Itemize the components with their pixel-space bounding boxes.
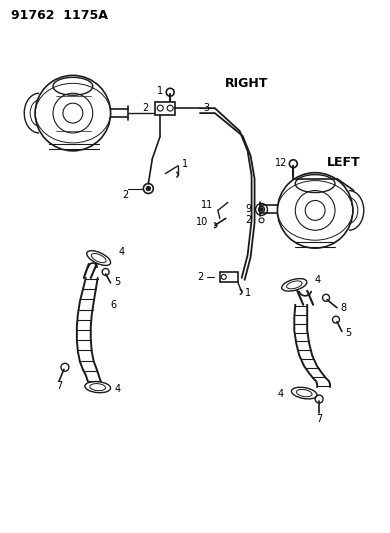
Bar	[220, 272, 238, 282]
Text: 1: 1	[182, 159, 188, 169]
Text: 5: 5	[345, 327, 351, 337]
Text: 9: 9	[245, 205, 252, 214]
Text: 8: 8	[340, 303, 346, 313]
Text: 4: 4	[119, 247, 125, 257]
Text: 2: 2	[142, 103, 148, 113]
Text: 4: 4	[115, 384, 121, 394]
Text: 91762  1175A: 91762 1175A	[11, 9, 108, 22]
Text: 1: 1	[157, 86, 163, 96]
Circle shape	[146, 187, 150, 190]
Text: 4: 4	[277, 389, 284, 399]
Text: 5: 5	[115, 277, 121, 287]
Text: 2: 2	[245, 215, 252, 225]
Text: 3: 3	[203, 103, 209, 113]
Text: 7: 7	[316, 414, 322, 424]
Text: 2: 2	[198, 272, 204, 282]
Text: 4: 4	[314, 275, 320, 285]
Text: 7: 7	[56, 381, 62, 391]
Text: RIGHT: RIGHT	[225, 77, 268, 90]
Text: 10: 10	[196, 217, 208, 227]
Text: 12: 12	[275, 158, 287, 168]
Text: 6: 6	[111, 300, 117, 310]
Circle shape	[260, 208, 263, 211]
Bar	[155, 102, 175, 115]
Text: 11: 11	[200, 200, 213, 211]
Text: LEFT: LEFT	[327, 156, 361, 169]
Text: 1: 1	[245, 288, 251, 298]
Text: 2: 2	[122, 190, 129, 199]
